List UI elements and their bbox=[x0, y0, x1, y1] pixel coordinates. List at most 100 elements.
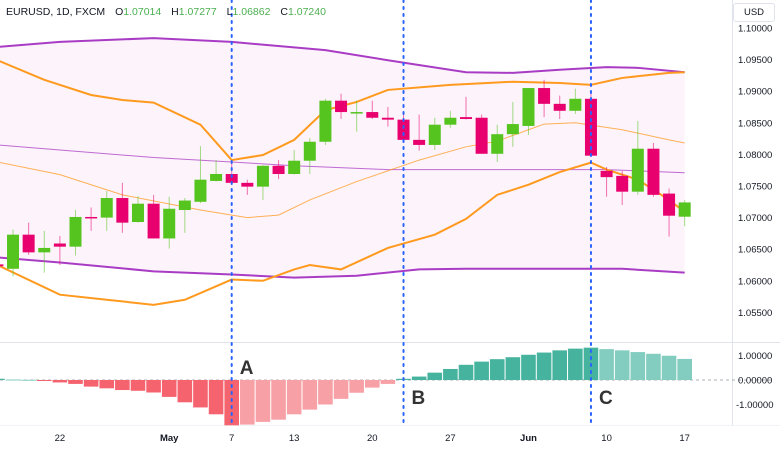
candle-body bbox=[100, 198, 113, 218]
candle-May15 bbox=[319, 98, 332, 145]
time-tick-label: 13 bbox=[289, 433, 300, 444]
candle-Jun10 bbox=[600, 167, 613, 197]
candle-May8 bbox=[241, 179, 254, 195]
histogram-bar-Jun12 bbox=[630, 352, 646, 380]
oscillator-tick-label: 1.00000 bbox=[738, 351, 772, 362]
candle-body bbox=[647, 148, 660, 195]
candle-body bbox=[491, 134, 504, 154]
candle-Jun4 bbox=[538, 79, 551, 118]
candle-body bbox=[303, 141, 316, 161]
candle-Apr16 bbox=[0, 264, 4, 267]
candle-body bbox=[163, 208, 176, 239]
candle-Jun6 bbox=[569, 88, 582, 114]
candle-Apr18 bbox=[22, 222, 35, 255]
histogram-bar-May3 bbox=[193, 380, 208, 408]
histogram-bar-Jun6 bbox=[568, 348, 583, 380]
histogram-bar-Apr23 bbox=[68, 380, 83, 384]
histogram-bar-Jun3 bbox=[521, 354, 536, 380]
marker-label-b: B bbox=[412, 388, 426, 409]
candle-May24 bbox=[428, 117, 441, 150]
histogram-bar-May8 bbox=[240, 380, 255, 425]
candle-body bbox=[413, 139, 426, 145]
candle-Apr25 bbox=[100, 191, 113, 231]
time-tick-label: Jun bbox=[520, 433, 537, 444]
candle-body bbox=[616, 175, 629, 192]
candle-body bbox=[631, 148, 644, 192]
candle-body bbox=[600, 170, 613, 178]
candle-Jun5 bbox=[553, 95, 566, 120]
candle-Apr24 bbox=[85, 207, 98, 231]
currency-button[interactable]: USD bbox=[733, 3, 775, 22]
candle-body bbox=[85, 216, 98, 219]
candle-body bbox=[131, 203, 144, 223]
candle-body bbox=[569, 98, 582, 111]
price-pane bbox=[0, 37, 691, 306]
candle-body bbox=[178, 200, 191, 211]
band-fill bbox=[0, 38, 685, 278]
candle-May20 bbox=[366, 100, 379, 120]
histogram-bar-Jun11 bbox=[614, 350, 630, 380]
candle-body bbox=[319, 100, 332, 142]
candle-body bbox=[553, 103, 566, 111]
histogram-bar-May15 bbox=[318, 380, 333, 405]
candle-body bbox=[22, 234, 35, 253]
oscillator-tick-label: -1.00000 bbox=[736, 400, 774, 411]
candle-Apr29 bbox=[131, 196, 144, 223]
band-outer-lower bbox=[0, 256, 685, 279]
candle-May2 bbox=[178, 198, 191, 233]
candle-May21 bbox=[381, 107, 394, 127]
candle-body bbox=[460, 117, 472, 120]
candle-body bbox=[272, 165, 285, 174]
low-value: 1.06862 bbox=[232, 6, 271, 18]
time-tick-label: 27 bbox=[445, 433, 456, 444]
time-tick-label: 22 bbox=[55, 433, 66, 444]
histogram-bar-May14 bbox=[302, 380, 318, 410]
time-tick-label: 10 bbox=[601, 433, 612, 444]
candle-Apr23 bbox=[69, 210, 82, 256]
histogram-bar-May16 bbox=[333, 380, 349, 399]
candle-body bbox=[210, 173, 223, 181]
price-tick-label: 1.05500 bbox=[738, 308, 772, 319]
candle-body bbox=[194, 179, 207, 202]
open-key: O bbox=[115, 6, 124, 18]
price-tick-label: 1.07000 bbox=[738, 213, 772, 224]
histogram-bar-May6 bbox=[208, 380, 224, 415]
band-inner-lower bbox=[0, 161, 686, 306]
candle-May1 bbox=[163, 196, 176, 249]
close-value: 1.07240 bbox=[287, 6, 326, 18]
candle-May7 bbox=[225, 161, 238, 183]
candle-body bbox=[428, 124, 441, 145]
candle-Jun11 bbox=[616, 170, 629, 205]
candle-May23 bbox=[413, 114, 426, 151]
time-tick-label: 20 bbox=[367, 433, 378, 444]
candle-Jun13 bbox=[647, 143, 660, 197]
open-value: 1.07014 bbox=[123, 6, 162, 18]
histogram-bar-May10 bbox=[271, 380, 286, 420]
candle-body bbox=[241, 182, 254, 187]
histogram-bar-Jun5 bbox=[552, 350, 568, 380]
candle-body bbox=[116, 198, 129, 223]
histogram-bar-May28 bbox=[458, 364, 474, 380]
candle-body bbox=[38, 247, 51, 253]
candle-May3 bbox=[194, 146, 207, 204]
price-tick-label: 1.09000 bbox=[738, 87, 772, 98]
price-tick-label: 1.09500 bbox=[738, 55, 772, 66]
price-tick-label: 1.06000 bbox=[738, 276, 772, 287]
close-key: C bbox=[280, 6, 288, 18]
candle-body bbox=[225, 173, 238, 183]
candle-body bbox=[7, 234, 20, 269]
candle-May9 bbox=[256, 165, 269, 200]
candle-May17 bbox=[350, 100, 363, 132]
histogram-bar-May1 bbox=[161, 380, 177, 397]
candle-Jun3 bbox=[522, 88, 535, 135]
histogram-bar-Jun10 bbox=[599, 349, 614, 380]
candle-May27 bbox=[444, 110, 457, 128]
histogram-bar-Apr18 bbox=[21, 379, 36, 381]
high-value: 1.07277 bbox=[178, 6, 217, 18]
marker-label-a: A bbox=[240, 358, 254, 379]
candle-body bbox=[288, 160, 301, 174]
symbol-label[interactable]: EURUSD, 1D, FXCM bbox=[6, 6, 106, 18]
candle-Apr17 bbox=[7, 229, 20, 277]
candle-body bbox=[475, 117, 488, 154]
